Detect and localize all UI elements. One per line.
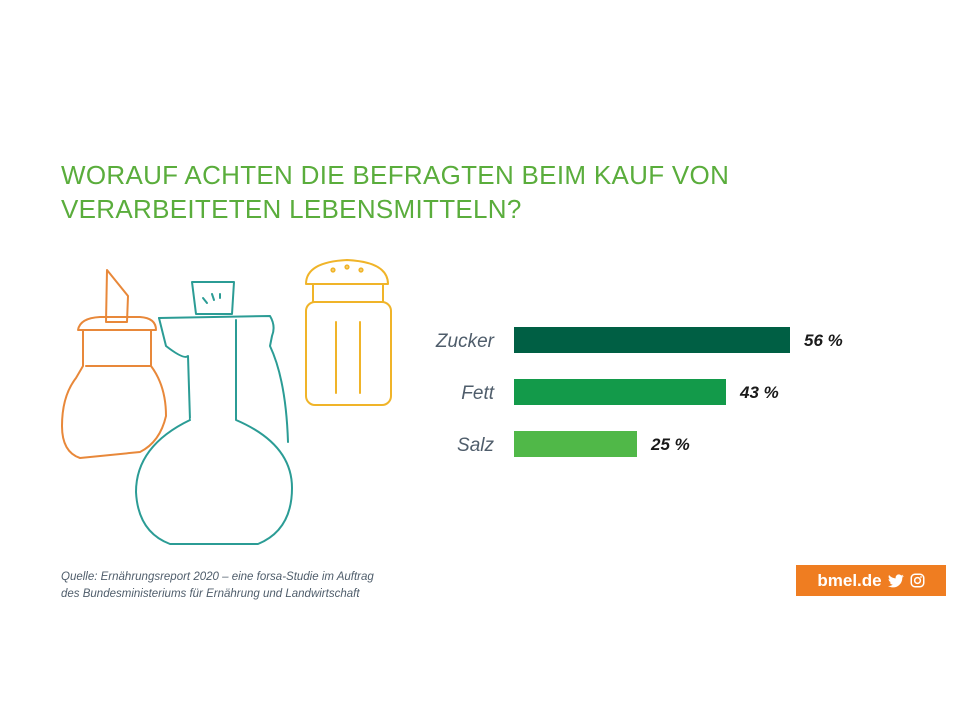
source-line-1: Quelle: Ernährungsreport 2020 – eine for… xyxy=(61,571,374,583)
source-note: Quelle: Ernährungsreport 2020 – eine for… xyxy=(61,569,461,603)
bar-fett xyxy=(514,379,726,405)
salt-shaker-icon xyxy=(305,259,392,406)
chart-title: WORAUF ACHTEN DIE BEFRAGTEN BEIM KAUF VO… xyxy=(61,158,761,226)
value-label-fett: 43 % xyxy=(739,383,779,402)
source-line-2: des Bundesministeriums für Ernährung und… xyxy=(61,588,360,600)
value-label-salz: 25 % xyxy=(650,435,690,454)
oil-bottle-icon xyxy=(135,281,293,545)
brand-badge[interactable]: bmel.de xyxy=(796,565,946,596)
bar-zucker xyxy=(514,327,790,353)
category-label-fett: Fett xyxy=(461,383,494,404)
sugar-dispenser-icon xyxy=(61,269,167,459)
instagram-icon[interactable] xyxy=(910,573,925,588)
chart-title-line-2: VERARBEITETEN LEBENSMITTELN? xyxy=(61,194,522,224)
value-label-zucker: 56 % xyxy=(804,331,843,350)
category-label-salz: Salz xyxy=(457,435,494,456)
bar-salz xyxy=(514,431,637,457)
twitter-icon[interactable] xyxy=(887,573,904,588)
brand-label[interactable]: bmel.de xyxy=(817,570,882,590)
chart-title-line-1: WORAUF ACHTEN DIE BEFRAGTEN BEIM KAUF VO… xyxy=(61,160,730,190)
category-label-zucker: Zucker xyxy=(435,331,495,352)
